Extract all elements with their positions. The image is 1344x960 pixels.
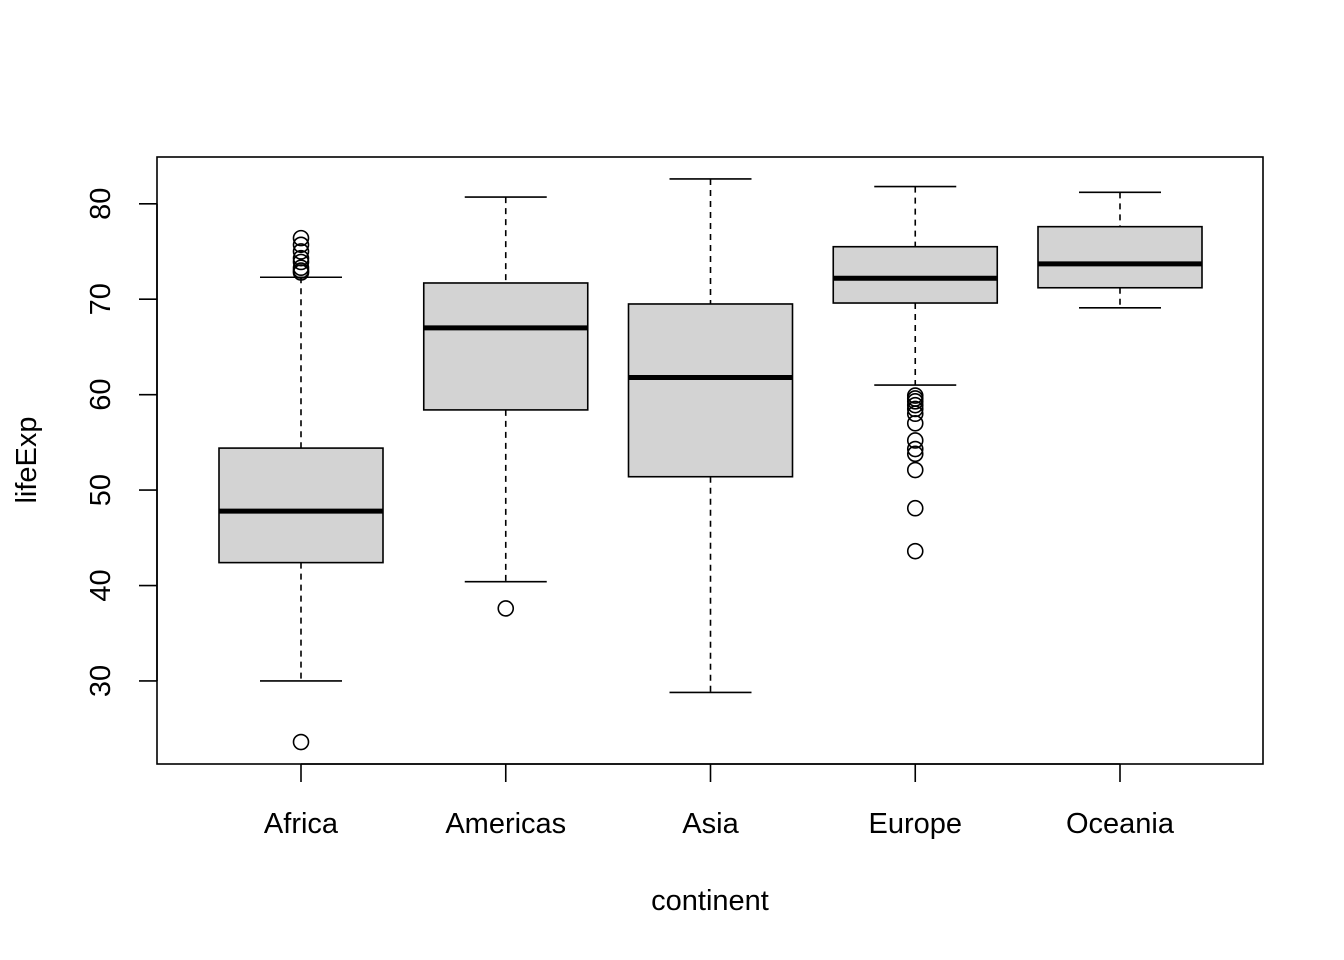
box-africa [218, 229, 384, 751]
box-europe [832, 185, 999, 560]
outlier-point [292, 236, 310, 254]
x-tick-label: Europe [868, 808, 962, 840]
y-tick-label: 80 [85, 188, 117, 220]
outlier-point [292, 249, 310, 267]
box-oceania [1037, 191, 1203, 309]
outlier-point [292, 259, 310, 277]
outlier-point [292, 229, 310, 247]
outlier-point [906, 445, 924, 463]
y-tick-label: 40 [85, 569, 117, 601]
outlier-point [906, 396, 924, 414]
iqr-box [218, 447, 384, 564]
y-axis: 30 40 50 60 70 80 [85, 188, 158, 697]
iqr-box [422, 282, 589, 411]
y-tick-label: 70 [85, 283, 117, 315]
outlier-point [906, 400, 924, 418]
outlier-point [906, 499, 924, 517]
x-tick-label: Africa [264, 808, 339, 840]
outlier-point [292, 733, 310, 751]
iqr-box [627, 303, 794, 478]
iqr-box [832, 245, 999, 304]
y-tick-label: 50 [85, 474, 117, 506]
x-axis-label: continent [651, 885, 769, 917]
outlier-point [292, 253, 310, 271]
y-tick-label: 60 [85, 379, 117, 411]
box-series [218, 178, 1203, 751]
iqr-box [1037, 225, 1203, 289]
x-tick-label: Americas [445, 808, 566, 840]
box-asia [627, 178, 794, 694]
x-axis: Africa Americas Asia Europe Oceania [264, 763, 1175, 840]
outlier-point [906, 432, 924, 449]
x-tick-label: Oceania [1066, 808, 1175, 840]
outlier-point [292, 243, 310, 260]
x-tick-label: Asia [682, 808, 739, 840]
y-axis-label: lifeExp [11, 416, 43, 503]
outlier-point [906, 542, 924, 560]
y-tick-label: 30 [85, 665, 117, 697]
outlier-point [906, 440, 924, 458]
outlier-point [497, 600, 515, 617]
outlier-point [906, 387, 924, 404]
box-americas [422, 196, 589, 617]
outlier-point [906, 461, 924, 479]
